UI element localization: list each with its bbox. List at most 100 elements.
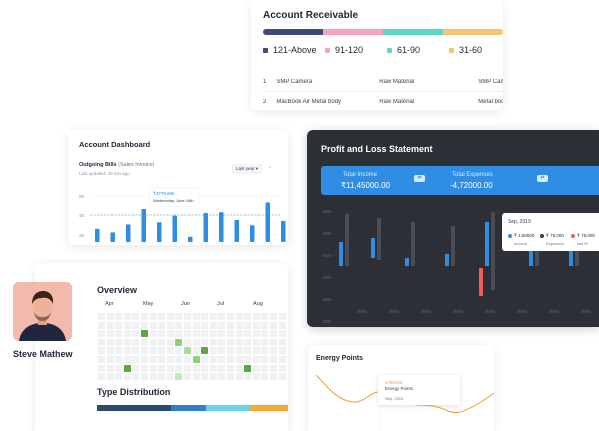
heatmap-cell[interactable] [166,330,174,338]
table-row[interactable]: 2 MacBook Air Metal body Raw Material Me… [263,92,503,110]
heatmap-cell[interactable] [106,321,114,329]
heatmap-cell[interactable] [252,313,260,320]
heatmap-cell[interactable] [278,330,286,338]
heatmap-cell[interactable] [158,364,166,372]
heatmap-cell[interactable] [235,330,243,338]
heatmap-cell[interactable] [175,373,183,381]
heatmap-cell[interactable] [261,347,269,355]
heatmap-cell[interactable] [158,347,166,355]
heatmap-cell[interactable] [201,373,209,381]
heatmap-cell[interactable] [115,338,123,346]
heatmap-cell[interactable] [270,313,277,320]
heatmap-cell[interactable] [98,321,105,329]
heatmap-cell[interactable] [115,364,123,372]
heatmap-cell[interactable] [261,356,269,363]
heatmap-cell[interactable] [132,373,140,381]
heatmap-cell[interactable] [201,338,209,346]
heatmap-cell[interactable] [227,373,234,381]
heatmap-cell[interactable] [166,338,174,346]
swap-icon[interactable]: ⇄ [414,175,425,182]
heatmap-cell[interactable] [158,338,166,346]
heatmap-cell[interactable] [218,330,226,338]
heatmap-cell[interactable] [192,321,200,329]
heatmap-cell[interactable] [98,313,105,320]
heatmap-cell[interactable] [149,321,157,329]
heatmap-cell[interactable] [218,364,226,372]
heatmap-cell[interactable] [106,330,114,338]
heatmap-cell[interactable] [278,338,286,346]
heatmap-cell[interactable] [184,338,191,346]
heatmap-cell[interactable] [235,338,243,346]
heatmap-cell[interactable] [141,330,148,338]
heatmap-cell[interactable] [270,364,277,372]
heatmap-cell[interactable] [244,321,252,329]
heatmap-cell[interactable] [244,330,252,338]
heatmap-cell[interactable] [106,373,114,381]
heatmap-cell[interactable] [106,313,114,320]
heatmap-cell[interactable] [123,347,131,355]
heatmap-cell[interactable] [252,347,260,355]
heatmap-cell[interactable] [244,313,252,320]
heatmap-cell[interactable] [141,321,148,329]
heatmap-cell[interactable] [149,356,157,363]
table-row[interactable]: 1 SMP Camera Raw Material SMP Camera [263,72,503,92]
heatmap-cell[interactable] [141,313,148,320]
heatmap-cell[interactable] [244,338,252,346]
swap-icon[interactable]: ⇄ [537,175,548,182]
heatmap-cell[interactable] [184,356,191,363]
heatmap-cell[interactable] [115,347,123,355]
heatmap-cell[interactable] [244,356,252,363]
heatmap-cell[interactable] [123,330,131,338]
heatmap-cell[interactable] [158,321,166,329]
heatmap-cell[interactable] [149,373,157,381]
heatmap-cell[interactable] [227,321,234,329]
heatmap-cell[interactable] [270,321,277,329]
heatmap-cell[interactable] [218,356,226,363]
heatmap-cell[interactable] [192,338,200,346]
heatmap-cell[interactable] [227,338,234,346]
heatmap-cell[interactable] [123,364,131,372]
heatmap-cell[interactable] [235,321,243,329]
heatmap-cell[interactable] [252,356,260,363]
heatmap-cell[interactable] [227,347,234,355]
heatmap-cell[interactable] [149,330,157,338]
heatmap-cell[interactable] [166,373,174,381]
heatmap-cell[interactable] [218,321,226,329]
heatmap-cell[interactable] [149,313,157,320]
heatmap-cell[interactable] [278,356,286,363]
heatmap-cell[interactable] [227,364,234,372]
heatmap-cell[interactable] [270,338,277,346]
heatmap-cell[interactable] [158,330,166,338]
heatmap-cell[interactable] [201,321,209,329]
heatmap-cell[interactable] [209,347,217,355]
heatmap-cell[interactable] [98,330,105,338]
heatmap-cell[interactable] [218,373,226,381]
heatmap-cell[interactable] [244,364,252,372]
period-select[interactable]: Last year ▾ [232,164,263,174]
heatmap-cell[interactable] [166,356,174,363]
heatmap-cell[interactable] [270,356,277,363]
heatmap-cell[interactable] [184,330,191,338]
heatmap-cell[interactable] [252,338,260,346]
heatmap-cell[interactable] [98,356,105,363]
heatmap-cell[interactable] [106,356,114,363]
heatmap-cell[interactable] [115,313,123,320]
heatmap-cell[interactable] [132,347,140,355]
heatmap-cell[interactable] [218,313,226,320]
heatmap-cell[interactable] [115,356,123,363]
more-options-icon[interactable]: ⌄ [268,164,273,170]
heatmap-cell[interactable] [192,356,200,363]
heatmap-cell[interactable] [218,347,226,355]
heatmap-cell[interactable] [270,330,277,338]
heatmap-cell[interactable] [278,364,286,372]
heatmap-cell[interactable] [218,338,226,346]
heatmap-cell[interactable] [98,338,105,346]
heatmap-cell[interactable] [235,373,243,381]
heatmap-cell[interactable] [261,313,269,320]
heatmap-cell[interactable] [184,321,191,329]
heatmap-cell[interactable] [175,364,183,372]
heatmap-cell[interactable] [261,330,269,338]
heatmap-cell[interactable] [175,338,183,346]
heatmap-cell[interactable] [235,364,243,372]
heatmap-cell[interactable] [252,364,260,372]
